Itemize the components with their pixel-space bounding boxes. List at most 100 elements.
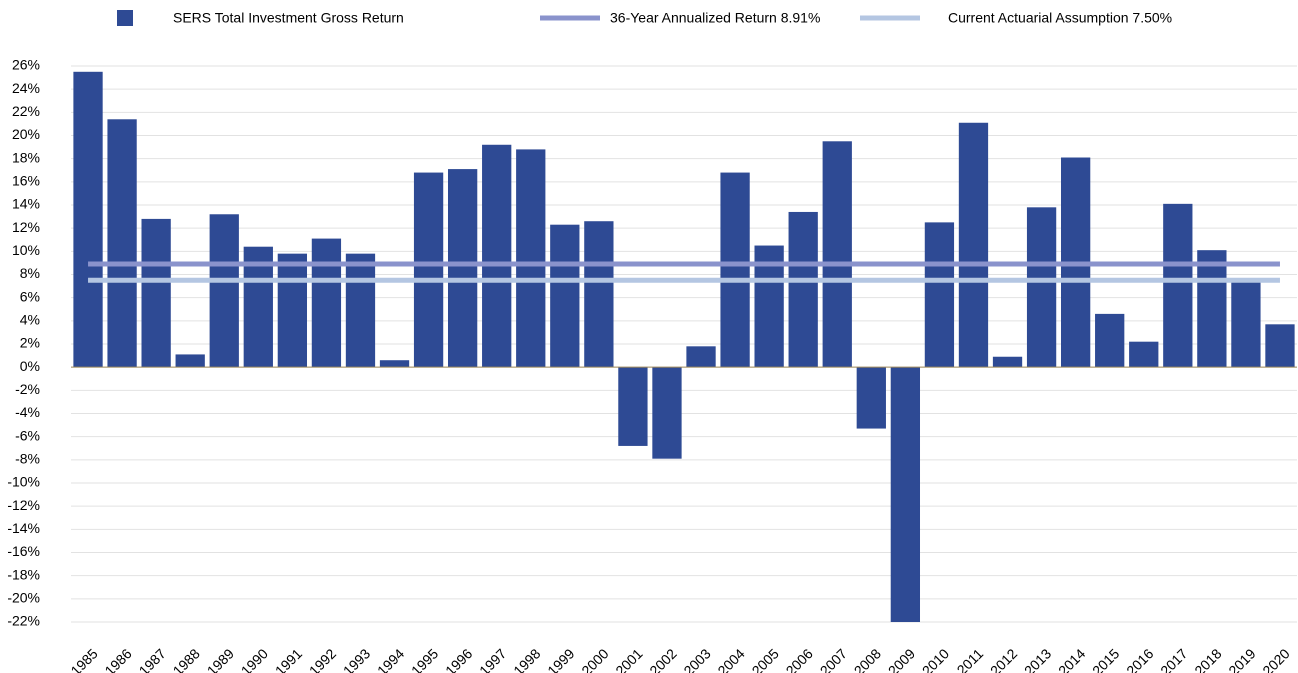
x-tick-label: 2010 [919, 645, 952, 673]
bar [822, 141, 852, 368]
y-tick-label: 16% [12, 173, 40, 189]
x-tick-label: 2000 [578, 645, 611, 673]
y-tick-label: -18% [7, 566, 40, 582]
y-tick-label: 2% [20, 335, 40, 351]
bar [277, 253, 308, 368]
y-tick-label: 8% [20, 265, 40, 281]
y-tick-label: 20% [12, 126, 40, 142]
x-tick-label: 1999 [544, 645, 577, 673]
y-tick-label: 6% [20, 288, 40, 304]
bar [516, 149, 546, 368]
x-tick-label: 1991 [272, 645, 305, 673]
legend-label: SERS Total Investment Gross Return [173, 10, 404, 26]
bar [1095, 313, 1125, 368]
bar [1231, 281, 1261, 368]
bar [618, 367, 648, 446]
x-tick-label: 2003 [680, 645, 713, 673]
y-tick-label: 18% [12, 149, 40, 165]
x-tick-label: 2009 [885, 645, 918, 673]
x-tick-label: 2019 [1225, 645, 1258, 673]
x-tick-label: 2008 [851, 645, 884, 673]
bar [992, 356, 1023, 368]
bar [1163, 203, 1193, 368]
x-tick-label: 1986 [101, 645, 134, 673]
x-tick-label: 2002 [646, 645, 679, 673]
x-tick-label: 2005 [749, 645, 782, 673]
bar [379, 360, 410, 368]
x-tick-label: 1985 [67, 645, 100, 673]
x-tick-label: 1997 [476, 645, 509, 673]
y-tick-label: -2% [15, 381, 40, 397]
bar [447, 169, 478, 368]
legend-label: Current Actuarial Assumption 7.50% [948, 10, 1172, 26]
bar [345, 253, 376, 368]
y-tick-label: 12% [12, 219, 40, 235]
x-tick-label: 1995 [408, 645, 441, 673]
x-tick-label: 2016 [1123, 645, 1156, 673]
bar [175, 354, 205, 368]
x-tick-label: 2001 [612, 645, 645, 673]
y-tick-label: -22% [7, 613, 40, 629]
bar [958, 122, 989, 368]
bar [1265, 324, 1295, 368]
y-tick-label: 4% [20, 312, 40, 328]
y-tick-label: -20% [7, 590, 40, 606]
y-tick-label: 10% [12, 242, 40, 258]
y-tick-label: -10% [7, 474, 40, 490]
x-tick-label: 1993 [340, 645, 373, 673]
bar [73, 71, 103, 368]
bar [1129, 341, 1159, 368]
x-tick-label: 2013 [1021, 645, 1054, 673]
y-tick-label: 24% [12, 80, 40, 96]
bar [686, 346, 716, 368]
x-tick-label: 2014 [1055, 645, 1088, 673]
y-tick-label: -16% [7, 543, 40, 559]
bar [584, 221, 614, 368]
y-tick-label: -6% [15, 427, 40, 443]
y-tick-label: -14% [7, 520, 40, 536]
bar [924, 222, 955, 368]
y-tick-label: 26% [12, 57, 40, 73]
x-tick-label: 2018 [1191, 645, 1224, 673]
x-tick-label: 2004 [714, 645, 747, 673]
bar [652, 367, 682, 459]
y-tick-label: 0% [20, 358, 40, 374]
bar [413, 172, 444, 368]
x-tick-label: 2007 [817, 645, 850, 673]
bar [720, 172, 750, 368]
bar [209, 214, 239, 368]
bar [1026, 207, 1057, 368]
bar [550, 224, 580, 368]
x-tick-label: 1992 [306, 645, 339, 673]
x-tick-label: 2006 [783, 645, 816, 673]
x-tick-label: 2012 [987, 645, 1020, 673]
x-tick-label: 1990 [238, 645, 271, 673]
bar [788, 211, 818, 368]
y-tick-label: -12% [7, 497, 40, 513]
bar [243, 246, 273, 368]
x-tick-label: 1994 [374, 645, 407, 673]
x-tick-label: 1989 [204, 645, 237, 673]
x-tick-label: 2015 [1089, 645, 1122, 673]
bar [856, 367, 886, 429]
x-tick-label: 2020 [1259, 645, 1292, 673]
x-tick-label: 1987 [136, 645, 169, 673]
x-tick-label: 1998 [510, 645, 543, 673]
y-tick-label: 14% [12, 196, 40, 212]
bar [311, 238, 342, 368]
bar [890, 367, 921, 622]
y-tick-label: -4% [15, 404, 40, 420]
bar [141, 218, 171, 368]
x-tick-label: 2017 [1157, 645, 1190, 673]
y-tick-label: 22% [12, 103, 40, 119]
x-tick-label: 1996 [442, 645, 475, 673]
x-tick-label: 1988 [170, 645, 203, 673]
legend-swatch [117, 10, 133, 26]
x-tick-label: 2011 [954, 645, 987, 673]
bar [1197, 250, 1227, 368]
y-tick-label: -8% [15, 451, 40, 467]
bar [107, 119, 137, 368]
legend-label: 36-Year Annualized Return 8.91% [610, 10, 820, 26]
bar [482, 144, 512, 368]
